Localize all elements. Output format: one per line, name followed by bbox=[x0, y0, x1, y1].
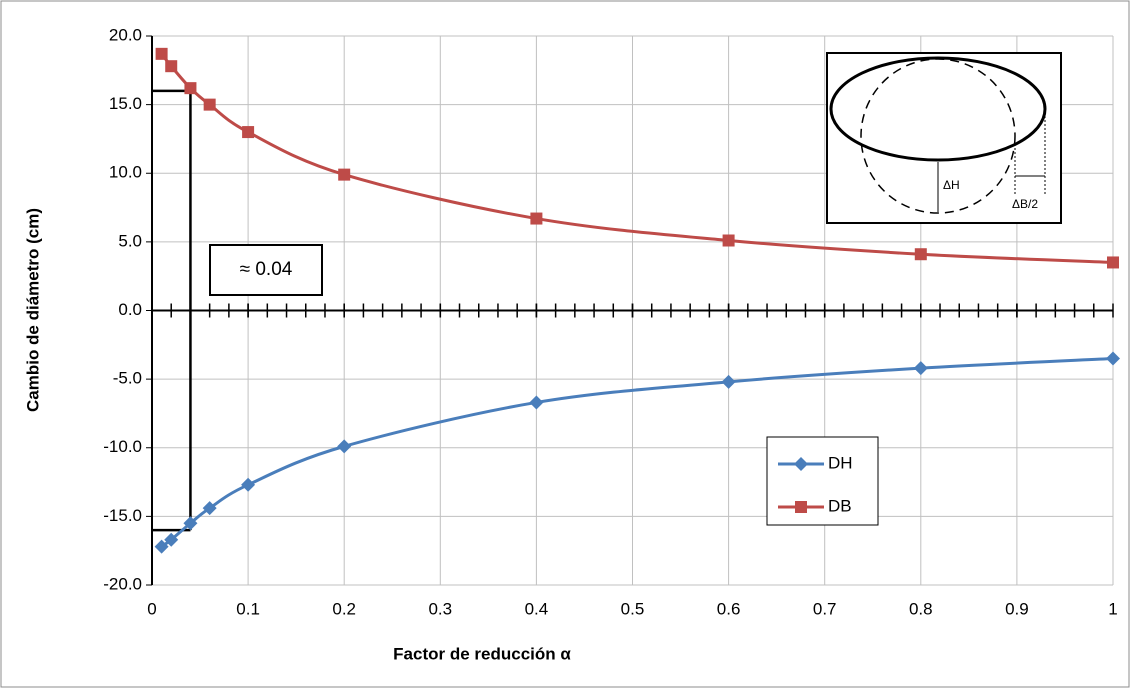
x-tick-label: 0.8 bbox=[909, 599, 933, 618]
point bbox=[1106, 351, 1120, 366]
inset-ellipse bbox=[829, 56, 1047, 162]
point bbox=[721, 374, 736, 389]
legend-label: DB bbox=[828, 496, 852, 515]
point bbox=[914, 248, 927, 261]
y-tick-label: 15.0 bbox=[109, 94, 142, 113]
y-tick-label: -10.0 bbox=[103, 437, 142, 456]
point bbox=[337, 439, 352, 454]
x-tick-label: 0.3 bbox=[428, 599, 452, 618]
point bbox=[242, 126, 255, 139]
point bbox=[183, 516, 198, 531]
point bbox=[338, 168, 351, 181]
point bbox=[913, 361, 928, 376]
inset-label: ΔH bbox=[943, 178, 960, 192]
legend-marker bbox=[795, 501, 807, 513]
plot-area: -20.0 -15.0 -10.0 -5.0 0.0 5.0 10.0 15.0 20.0 0 0.… bbox=[103, 25, 1120, 618]
x-tick-label: 0.4 bbox=[525, 599, 549, 618]
x-tick-label: 0.7 bbox=[813, 599, 837, 618]
inset-circle bbox=[860, 58, 1016, 214]
legend-marker bbox=[794, 457, 808, 471]
point bbox=[530, 212, 543, 225]
annotation-text: ≈ 0.04 bbox=[240, 259, 293, 280]
y-tick-label: 20.0 bbox=[109, 25, 142, 44]
inset: ΔH ΔB/2 bbox=[826, 52, 1062, 224]
point bbox=[1107, 256, 1119, 269]
point bbox=[155, 47, 168, 60]
annotation-box bbox=[209, 244, 323, 296]
y-axis-title: Cambio de diámetro (cm) bbox=[23, 208, 42, 412]
point bbox=[529, 395, 544, 410]
x-tick-label: 0.9 bbox=[1005, 599, 1029, 618]
y-tick-label: -15.0 bbox=[103, 506, 142, 525]
point bbox=[184, 82, 197, 95]
x-tick-label: 0.6 bbox=[717, 599, 741, 618]
y-tick-label: 5.0 bbox=[118, 231, 142, 250]
point bbox=[165, 60, 178, 73]
y-tick-label: 0.0 bbox=[118, 300, 142, 319]
point bbox=[203, 98, 216, 111]
point bbox=[202, 501, 217, 516]
y-tick-label: -5.0 bbox=[113, 369, 142, 388]
x-tick-label: 0.1 bbox=[236, 599, 260, 618]
x-tick-label: 0 bbox=[147, 599, 156, 618]
point bbox=[241, 477, 256, 492]
point bbox=[154, 539, 169, 554]
y-tick-label: -20.0 bbox=[103, 574, 142, 593]
x-axis-title: Factor de reducción α bbox=[393, 644, 571, 663]
x-tick-label: 0.2 bbox=[332, 599, 356, 618]
x-tick-label: 0.5 bbox=[621, 599, 645, 618]
y-tick-label: 10.0 bbox=[109, 163, 142, 182]
point bbox=[164, 532, 179, 547]
point bbox=[722, 234, 735, 247]
inset-frame bbox=[826, 52, 1062, 224]
x-tick-label: 1 bbox=[1108, 599, 1117, 618]
inset-label: ΔB/2 bbox=[1012, 197, 1038, 211]
legend-box bbox=[766, 436, 879, 526]
legend-label: DH bbox=[828, 453, 853, 472]
